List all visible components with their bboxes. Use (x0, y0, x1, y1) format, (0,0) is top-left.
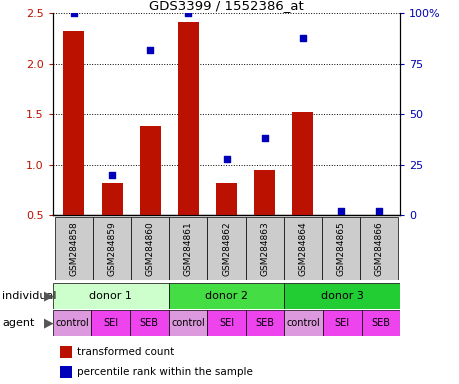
Text: percentile rank within the sample: percentile rank within the sample (77, 367, 252, 377)
Bar (245, 217, 283, 280)
Text: GSM284863: GSM284863 (260, 221, 269, 276)
Text: ▶: ▶ (44, 316, 54, 329)
Text: donor 3: donor 3 (320, 291, 363, 301)
Point (298, 35, 306, 41)
Text: GSM284858: GSM284858 (69, 221, 78, 276)
Bar (168, 310, 207, 336)
Bar (53, 283, 168, 309)
Bar (284, 283, 399, 309)
Point (146, 47, 154, 53)
Bar (361, 310, 399, 336)
Text: GSM284865: GSM284865 (336, 221, 345, 276)
Point (375, 208, 382, 214)
Text: SEB: SEB (140, 318, 158, 328)
Text: SEI: SEI (103, 318, 118, 328)
Bar (284, 310, 322, 336)
Bar (178, 22, 198, 215)
Bar (60, 366, 72, 378)
Bar (245, 310, 284, 336)
Point (70, 10, 78, 17)
Text: control: control (55, 318, 89, 328)
Bar (359, 217, 397, 280)
Text: SEB: SEB (370, 318, 390, 328)
Title: GDS3399 / 1552386_at: GDS3399 / 1552386_at (149, 0, 303, 12)
Text: GSM284861: GSM284861 (184, 221, 192, 276)
Text: GSM284862: GSM284862 (222, 221, 230, 276)
Bar (140, 126, 160, 215)
Text: GSM284866: GSM284866 (374, 221, 383, 276)
Bar (168, 283, 284, 309)
Bar (63, 31, 84, 215)
Point (336, 208, 344, 214)
Bar (216, 183, 236, 215)
Text: SEI: SEI (218, 318, 234, 328)
Bar (207, 217, 245, 280)
Bar (53, 310, 91, 336)
Bar (131, 217, 169, 280)
Point (108, 172, 116, 178)
Text: control: control (171, 318, 204, 328)
Bar (283, 217, 321, 280)
Text: GSM284864: GSM284864 (298, 221, 307, 276)
Text: GSM284860: GSM284860 (146, 221, 154, 276)
Bar (93, 217, 131, 280)
Text: individual: individual (2, 291, 56, 301)
Bar (321, 217, 359, 280)
Text: ▶: ▶ (44, 290, 54, 303)
Text: GSM284859: GSM284859 (107, 221, 116, 276)
Text: SEI: SEI (334, 318, 349, 328)
Bar (101, 183, 122, 215)
Bar (322, 310, 361, 336)
Bar (207, 310, 245, 336)
Bar (292, 112, 313, 215)
Bar (60, 346, 72, 358)
Bar (55, 217, 93, 280)
Text: agent: agent (2, 318, 34, 328)
Point (260, 136, 268, 142)
Bar (130, 310, 168, 336)
Bar (91, 310, 130, 336)
Bar (169, 217, 207, 280)
Text: donor 1: donor 1 (89, 291, 132, 301)
Text: SEB: SEB (255, 318, 274, 328)
Point (185, 10, 192, 17)
Text: control: control (286, 318, 320, 328)
Bar (254, 170, 274, 215)
Point (222, 156, 230, 162)
Text: donor 2: donor 2 (205, 291, 247, 301)
Text: transformed count: transformed count (77, 347, 174, 357)
